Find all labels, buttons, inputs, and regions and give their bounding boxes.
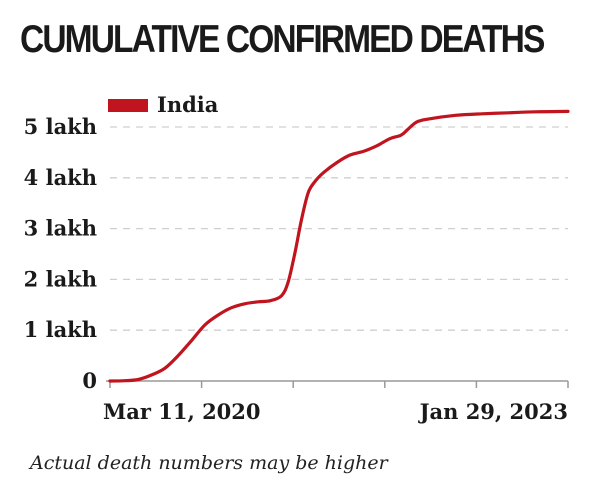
series-line-india [108,109,570,383]
legend-label: India [157,92,219,117]
y-tick-label: 2 lakh [24,266,97,291]
chart-title: CUMULATIVE CONFIRMED DEATHS [20,18,545,61]
legend: India [108,92,219,117]
series-lines [108,109,570,383]
x-axis [106,380,569,388]
y-tick-label: 4 lakh [24,165,97,190]
x-tick-label-end: Jan 29, 2023 [418,399,568,424]
footnote: Actual death numbers may be higher [30,452,388,474]
y-tick-label: 1 lakh [24,317,97,342]
y-tick-label: 3 lakh [24,216,97,241]
y-tick-labels: 0 1 lakh 2 lakh 3 lakh 4 lakh 5 lakh [24,114,97,393]
y-tick-label: 0 [82,368,97,393]
gridlines [110,126,568,331]
x-tick-label-start: Mar 11, 2020 [103,399,261,424]
legend-swatch [108,99,148,112]
x-tick-labels: Mar 11, 2020 Jan 29, 2023 [103,399,568,424]
y-tick-label: 5 lakh [24,114,97,139]
